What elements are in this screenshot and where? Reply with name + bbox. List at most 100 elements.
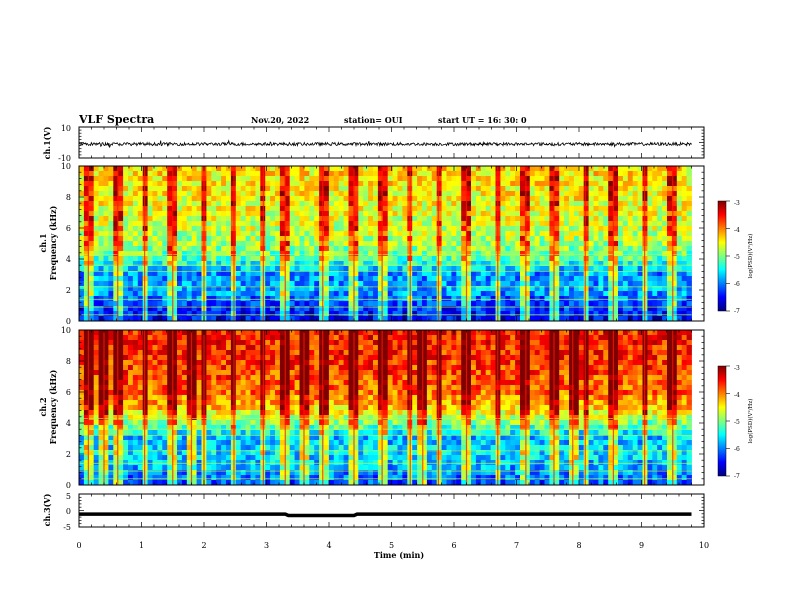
spectrogram-cell [505,216,511,222]
spectrogram-cell [520,261,526,267]
spectrogram-cell [529,271,536,277]
spectrogram-cell [578,216,585,222]
spectrogram-cell [343,291,349,297]
spectrogram-cell [373,191,379,197]
spectrogram-cell [98,211,104,217]
spectrogram-cell [652,176,658,182]
spectrogram-cell [608,196,614,202]
spectrogram-cell [466,181,472,187]
spectrogram-cell [392,286,398,292]
spectrogram-cell [333,281,340,287]
spectrogram-cell [132,345,139,351]
spectrogram-cell [221,271,227,277]
spectrogram-cell [128,166,134,172]
spectrogram-cell [627,236,634,242]
spectrogram-cell [539,330,545,336]
spectrogram-cell [466,340,472,346]
spectrogram-cell [431,330,438,336]
spectrogram-cell [333,286,340,292]
spectrogram-cell [534,316,540,322]
spectrogram-cell [132,246,139,252]
spectrogram-cell [387,196,393,202]
spectrogram-cell [324,340,330,346]
spectrogram-cell [426,311,433,317]
spectrogram-cell [118,181,124,187]
spectrogram-cell [373,241,379,247]
spectrogram-cell [632,236,638,242]
spectrogram-cell [294,355,300,361]
spectrogram-cell [368,196,374,202]
spectrogram-cell [461,241,467,247]
spectrogram-cell [578,266,585,272]
spectrogram-cell [348,266,354,272]
spectrogram-cell [608,246,614,252]
spectrogram-cell [441,206,447,212]
spectrogram-cell [348,166,354,172]
spectrogram-cell [637,181,643,187]
spectrogram-cell [382,191,389,197]
spectrogram-cell [456,355,462,361]
spectrogram-cell [436,211,442,217]
spectrogram-cell [103,261,109,267]
spectrogram-cell [627,251,634,257]
spectrogram-cell [93,355,99,361]
spectrogram-cell [118,166,124,172]
spectrogram-cell [216,316,222,322]
spectrogram-cell [132,296,139,302]
spectrogram-cell [392,181,398,187]
spectrogram-cell [275,296,281,302]
spectrogram-cell [353,350,359,356]
spectrogram-cell [505,345,511,351]
spectrogram-cell [211,251,217,257]
spectrogram-cell [446,176,452,182]
spectrogram-cell [549,231,555,237]
spectrogram-cell [167,340,173,346]
spectrogram-cell [314,196,320,202]
spectrogram-cell [578,176,585,182]
spectrogram-cell [377,256,384,262]
spectrogram-cell [505,316,511,322]
spectrogram-cell [275,330,281,336]
spectrogram-cell [328,316,335,322]
spectrogram-cell [211,191,217,197]
spectrogram-cell [132,196,139,202]
spectrogram-cell [299,316,305,322]
spectrogram-cell [270,256,276,262]
spectrogram-cell [167,360,173,366]
spectrogram-cell [211,296,217,302]
spectrogram-cell [221,176,227,182]
spectrogram-cell [652,296,658,302]
spectrogram-cell [392,335,398,341]
spectrogram-cell [132,271,139,277]
spectrogram-cell [382,231,389,237]
spectrogram-cell [181,251,188,257]
spectrogram-cell [554,345,560,351]
spectrogram-cell [402,166,408,172]
spectrogram-cell [461,316,467,322]
spectrogram-cell [446,196,452,202]
spectrogram-cell [671,206,678,212]
spectrogram-cell [235,311,242,317]
spectrogram-cell [686,206,692,212]
spectrogram-cell [108,350,114,356]
spectrogram-cell [284,181,291,187]
spectrogram-cell [515,236,521,242]
spectrogram-cell [221,216,227,222]
spectrogram-cell [412,166,418,172]
spectrogram-cell [603,241,609,247]
spectrogram-cell [324,271,330,277]
spectrogram-cell [485,186,491,192]
spectrogram-cell [627,311,634,317]
spectrogram-cell [510,301,516,307]
spectrogram-cell [539,291,545,297]
spectrogram-cell [128,306,134,312]
spectrogram-cell [392,276,398,282]
spectrogram-cell [206,216,212,222]
spectrogram-cell [441,246,447,252]
spectrogram-cell [422,311,428,317]
spectrogram-cell [275,166,281,172]
spectrogram-cell [377,201,384,207]
spectrogram-cell [152,350,158,356]
spectrogram-cell [559,281,565,287]
spectrogram-cell [98,251,104,257]
